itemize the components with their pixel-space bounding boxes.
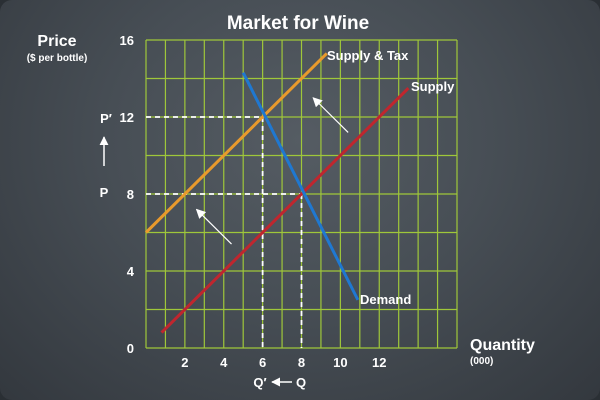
y-tick-label: 8 [127, 187, 134, 202]
series-lines [144, 52, 410, 334]
x-tick-label: 6 [259, 355, 266, 370]
x-axis-unit: (000) [470, 356, 493, 367]
x-tick-label: 8 [298, 355, 305, 370]
supply-shift-arrow [312, 97, 349, 133]
q-prime-label: Q′ [253, 375, 266, 390]
chart-title: Market for Wine [227, 13, 369, 34]
shift-arrows [195, 97, 349, 245]
series-label-supply: Supply [411, 79, 455, 94]
p-label: P [100, 185, 109, 200]
y-axis-unit: ($ per bottle) [27, 53, 88, 64]
x-tick-label: 12 [372, 355, 386, 370]
series-label-supply-tax: Supply & Tax [327, 48, 409, 63]
supply-shift-arrow [195, 208, 232, 245]
y-tick-label: 12 [120, 110, 134, 125]
y-tick-label: 16 [120, 33, 134, 48]
series-line-supply-tax [144, 52, 328, 234]
tick-labels: 0 4 8 12 16 2 4 6 8 10 12 [120, 33, 387, 370]
y-tick-label: 0 [127, 341, 134, 356]
x-axis-label: Quantity [470, 337, 535, 354]
series-label-demand: Demand [360, 292, 411, 307]
y-axis-label: Price [37, 33, 76, 50]
equilibrium-guides [146, 116, 303, 348]
x-tick-label: 4 [220, 355, 228, 370]
y-tick-label: 4 [127, 264, 135, 279]
x-tick-label: 2 [181, 355, 188, 370]
series-line-supply [160, 87, 410, 334]
x-tick-label: 10 [333, 355, 347, 370]
p-prime-label: P′ [100, 111, 112, 126]
series-line-demand [241, 72, 360, 301]
q-label: Q [296, 375, 306, 390]
